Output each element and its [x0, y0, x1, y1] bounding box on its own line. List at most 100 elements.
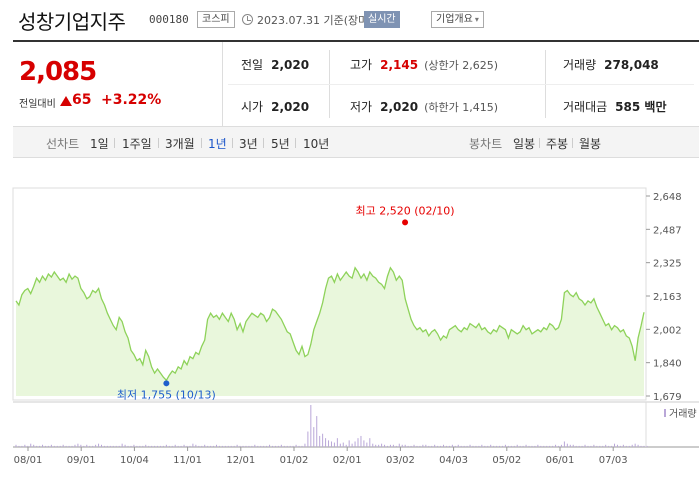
- tab-1d[interactable]: 1일: [90, 137, 109, 151]
- separator: [263, 138, 264, 148]
- tab-daily[interactable]: 일봉: [513, 137, 536, 151]
- volume-bar: [578, 445, 580, 447]
- tab-1w[interactable]: 1주일: [122, 137, 152, 151]
- volume-bar: [575, 445, 577, 447]
- volume-bar: [513, 445, 515, 447]
- price-area: [16, 267, 644, 396]
- volume-bar: [528, 445, 530, 447]
- separator: [572, 138, 573, 148]
- trade-value-cell: 거래대금 585 백만: [563, 98, 666, 115]
- volume-bar: [608, 445, 610, 447]
- volume-bar: [378, 444, 380, 447]
- volume-bar: [451, 444, 453, 447]
- volume-bar: [443, 444, 445, 447]
- volume-bar: [499, 445, 501, 447]
- volume-bar: [157, 445, 159, 447]
- current-price-box: 2,085 전일대비 65 +3.22%: [13, 42, 223, 126]
- volume-bar: [339, 443, 341, 447]
- stock-code: 000180: [149, 13, 189, 26]
- price-chart: 2,648 2,487 2,325 2,163 2,002 1,840 1,679 최고 2,…: [0, 160, 699, 481]
- x-tick-label: 01/02: [280, 455, 309, 466]
- x-tick-label: 08/01: [14, 455, 43, 466]
- tab-weekly[interactable]: 주봉: [546, 137, 569, 151]
- volume-bar: [101, 444, 103, 447]
- volume-bar: [599, 445, 601, 447]
- volume-bar: [18, 445, 20, 447]
- volume-bar: [224, 445, 226, 447]
- volume-bar: [56, 445, 58, 447]
- volume-bar: [27, 445, 29, 447]
- volume-bar: [86, 444, 88, 447]
- volume-bar: [213, 445, 215, 447]
- volume-bar: [646, 445, 648, 447]
- volume-bar: [24, 444, 26, 447]
- volume-bar: [136, 445, 138, 447]
- volume-bar: [269, 444, 271, 447]
- volume-bar: [425, 444, 427, 447]
- volume-bar: [233, 445, 235, 447]
- volume-bar: [139, 445, 141, 447]
- volume-bar: [386, 445, 388, 447]
- volume-bar: [581, 445, 583, 447]
- volume-bar: [15, 444, 17, 447]
- volume-bar: [531, 445, 533, 447]
- y-tick-label: 2,487: [653, 225, 682, 236]
- volume-bar: [345, 444, 347, 447]
- volume-bar: [519, 445, 521, 447]
- volume-value: 278,048: [604, 58, 659, 72]
- volume-bar: [525, 444, 527, 447]
- x-tick-label: 06/01: [546, 455, 575, 466]
- lower-limit: (하한가 1,415): [424, 101, 498, 114]
- volume-bar: [62, 444, 64, 447]
- tab-3m[interactable]: 3개월: [165, 137, 195, 151]
- company-info-label: 기업개요: [436, 14, 473, 25]
- chevron-down-icon: ▾: [474, 15, 479, 24]
- company-info-button[interactable]: 기업개요 ▾: [431, 11, 484, 28]
- price-chart-svg: 2,648 2,487 2,325 2,163 2,002 1,840 1,679 최고 2,…: [12, 187, 699, 466]
- volume-bar: [546, 445, 548, 447]
- tab-monthly[interactable]: 월봉: [579, 137, 602, 151]
- volume-bar: [534, 445, 536, 447]
- volume-bar: [180, 445, 182, 447]
- volume-bar: [280, 444, 282, 447]
- volume-bar: [254, 444, 256, 447]
- tab-10y[interactable]: 10년: [303, 137, 330, 151]
- volume-bar: [419, 445, 421, 447]
- volume-legend-label: 거래량: [669, 408, 697, 420]
- volume-bar: [65, 445, 67, 447]
- volume-bar: [328, 440, 330, 447]
- volume-bar: [484, 445, 486, 447]
- volume-bar: [560, 444, 562, 447]
- period-bar: 선차트 1일 1주일 3개월 1년 3년 5년 10년 봉차트 일봉 주봉 월봉: [13, 126, 699, 158]
- low-value: 2,020: [380, 100, 419, 114]
- high-cell: 고가 2,145 (상한가 2,625): [350, 56, 498, 73]
- volume-bar: [112, 445, 114, 447]
- volume-bar: [333, 442, 335, 447]
- volume-bar: [454, 445, 456, 447]
- volume-bar: [625, 445, 627, 447]
- volume-bar: [472, 445, 474, 447]
- volume-bar: [189, 445, 191, 447]
- max-annotation: 최고 2,520 (02/10): [356, 204, 455, 217]
- up-triangle-icon: [60, 96, 72, 106]
- realtime-button[interactable]: 실시간: [364, 11, 400, 28]
- prev-close-value: 2,020: [271, 58, 310, 72]
- volume-bar: [227, 445, 229, 447]
- volume-bar: [466, 445, 468, 447]
- tab-5y[interactable]: 5년: [271, 137, 290, 151]
- volume-bar: [322, 433, 324, 447]
- volume-bar: [177, 445, 179, 447]
- volume-bar: [342, 442, 344, 447]
- tab-3y[interactable]: 3년: [239, 137, 258, 151]
- volume-bar: [33, 444, 35, 447]
- volume-bar: [292, 445, 294, 447]
- tab-1y[interactable]: 1년: [208, 137, 227, 151]
- volume-bar: [448, 445, 450, 447]
- volume-bar: [593, 444, 595, 447]
- volume-bar: [277, 445, 279, 447]
- market-badge: 코스피: [197, 11, 235, 28]
- volume-bar: [168, 445, 170, 447]
- volume-bar: [201, 445, 203, 447]
- open-label: 시가: [241, 100, 264, 114]
- volume-bar: [215, 444, 217, 447]
